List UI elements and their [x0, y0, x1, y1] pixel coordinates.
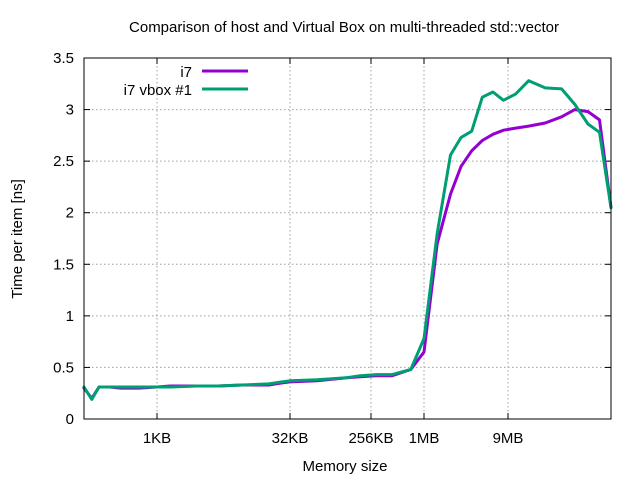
series-line-i7 — [82, 108, 613, 400]
y-tick-labels: 0 0.5 1 1.5 2 2.5 3 3.5 — [53, 50, 74, 428]
x-tick-labels: 1KB 32KB 256KB 1MB 9MB — [143, 430, 524, 447]
y-tick-label: 3 — [66, 102, 74, 119]
x-tick-label: 1KB — [143, 430, 171, 447]
series-lines — [82, 79, 613, 401]
x-tick-label: 32KB — [272, 430, 309, 447]
x-tick-label: 1MB — [409, 430, 440, 447]
y-axis-label: Time per item [ns] — [9, 179, 26, 298]
legend-label-i7: i7 — [180, 64, 192, 81]
y-tick-label: 1.5 — [53, 256, 74, 273]
y-tick-label: 2 — [66, 205, 74, 222]
chart-title: Comparison of host and Virtual Box on mu… — [129, 19, 559, 36]
x-tick-label: 256KB — [348, 430, 393, 447]
y-tick-label: 2.5 — [53, 153, 74, 170]
x-axis-label: Memory size — [302, 458, 387, 475]
tick-marks — [84, 57, 611, 420]
plot-frame — [83, 57, 612, 420]
y-tick-label: 0.5 — [53, 359, 74, 376]
y-tick-label: 3.5 — [53, 50, 74, 67]
y-tick-label: 1 — [66, 308, 74, 325]
grid — [84, 58, 611, 419]
series-line-i7-vbox — [82, 79, 613, 401]
y-tick-label: 0 — [66, 411, 74, 428]
x-tick-label: 9MB — [493, 430, 524, 447]
legend: i7 i7 vbox #1 — [124, 64, 248, 99]
legend-label-i7-vbox: i7 vbox #1 — [124, 82, 192, 99]
